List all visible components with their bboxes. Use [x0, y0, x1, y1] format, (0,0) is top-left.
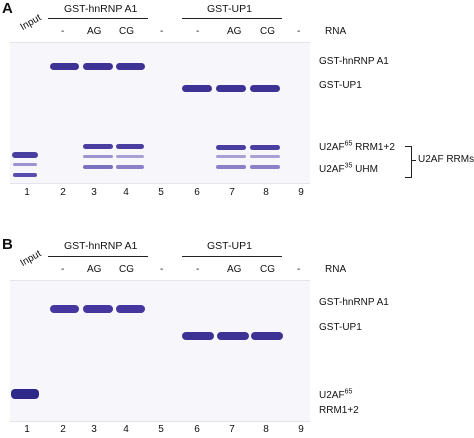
panel-a-cond-6: -: [196, 26, 200, 37]
panel-a-group2-label: GST-UP1: [207, 3, 252, 15]
panel-a-cond-2: -: [61, 26, 65, 37]
panel-b-cond-4: CG: [119, 264, 134, 275]
panel-a-cond-7: AG: [227, 26, 242, 37]
band-uhm-lane7: [216, 165, 246, 169]
panel-b-cond-9: -: [297, 264, 301, 275]
band-input-mid: [13, 163, 37, 166]
panel-b-group1-label: GST-hnRNP A1: [64, 240, 138, 252]
band-rrm12-lane4: [116, 144, 144, 149]
panel-a-lane-1: 1: [24, 187, 30, 198]
panel-b-label-rrm-line2: RRM1+2: [319, 405, 359, 416]
band-uhm-lane8: [250, 165, 280, 169]
band-b-hnrnp-lane4: [116, 305, 145, 313]
panel-b-rna-label: RNA: [325, 264, 347, 275]
panel-a-label-hnrnp: GST-hnRNP A1: [319, 56, 389, 67]
band-mid-lane7: [216, 155, 246, 158]
panel-b-lane-6: 6: [194, 424, 200, 435]
panel-b-input-label: Input: [18, 248, 44, 269]
panel-b-lane-3: 3: [91, 424, 97, 435]
band-b-up1-lane7: [217, 332, 249, 340]
panel-a-group2-rule: [182, 18, 282, 19]
band-rrm12-lane3: [83, 144, 113, 149]
panel-a-cond-4: CG: [119, 26, 134, 37]
band-mid-lane4: [116, 155, 144, 158]
panel-b-cond-6: -: [196, 264, 200, 275]
panel-b-group2-rule: [182, 256, 282, 257]
panel-b-cond-8: CG: [260, 264, 275, 275]
panel-a-group1-rule: [48, 18, 148, 19]
panel-b-label-rrm: U2AF65: [319, 388, 353, 401]
band-rrm12-lane7: [216, 145, 246, 150]
panel-a-lane-8: 8: [263, 187, 269, 198]
panel-b-label-hnrnp: GST-hnRNP A1: [319, 297, 389, 308]
panel-a-cond-9: -: [297, 26, 301, 37]
panel-a-letter: A: [2, 0, 13, 17]
band-input-uhm: [13, 173, 37, 177]
panel-a-cond-5: -: [160, 26, 164, 37]
panel-a-bracket-label: U2AF RRMs: [418, 154, 474, 165]
band-up1-lane8: [250, 85, 280, 92]
panel-b-lane-1: 1: [24, 424, 30, 435]
band-hnrnp-lane4: [116, 63, 145, 70]
panel-b-lane-4: 4: [123, 424, 129, 435]
panel-b-lane-9: 9: [298, 424, 304, 435]
panel-b-label-up1: GST-UP1: [319, 322, 362, 333]
band-b-hnrnp-lane3: [83, 305, 113, 313]
panel-b-lane-2: 2: [60, 424, 66, 435]
band-b-hnrnp-lane2: [50, 305, 79, 313]
panel-b-cond-7: AG: [227, 264, 242, 275]
panel-a-lane-2: 2: [60, 187, 66, 198]
panel-a-label-uhm: U2AF35 UHM: [319, 162, 378, 175]
panel-b-group2-label: GST-UP1: [207, 240, 252, 252]
panel-a-gel: [10, 42, 310, 184]
band-uhm-lane3: [83, 165, 113, 169]
band-b-up1-lane6: [182, 332, 214, 340]
panel-a-lane-9: 9: [298, 187, 304, 198]
panel-a-label-rrm12: U2AF65 RRM1+2: [319, 140, 395, 153]
band-input-rrm12: [12, 152, 38, 158]
panel-a-lane-3: 3: [91, 187, 97, 198]
panel-a-cond-3: AG: [87, 26, 102, 37]
panel-a-lane-6: 6: [194, 187, 200, 198]
band-up1-lane7: [216, 85, 246, 92]
panel-a-rna-label: RNA: [325, 26, 347, 37]
panel-b-gel: [10, 280, 310, 422]
panel-a-lane-7: 7: [229, 187, 235, 198]
panel-a-lane-5: 5: [158, 187, 164, 198]
panel-a-bracket: [405, 146, 412, 178]
panel-b-lane-5: 5: [158, 424, 164, 435]
panel-a-label-up1: GST-UP1: [319, 80, 362, 91]
panel-b-cond-2: -: [61, 264, 65, 275]
panel-a-lane-4: 4: [123, 187, 129, 198]
band-mid-lane3: [83, 155, 113, 158]
panel-a-bracket-tick: [411, 160, 416, 161]
panel-b-letter: B: [2, 236, 13, 253]
panel-b-cond-5: -: [160, 264, 164, 275]
panel-a-cond-8: CG: [260, 26, 275, 37]
band-uhm-lane4: [116, 165, 144, 169]
panel-a-input-label: Input: [18, 12, 44, 33]
band-up1-lane6: [182, 85, 212, 92]
panel-a-group1-label: GST-hnRNP A1: [64, 3, 138, 15]
panel-b-lane-8: 8: [263, 424, 269, 435]
panel-b-group1-rule: [48, 256, 148, 257]
band-hnrnp-lane3: [83, 63, 113, 70]
band-mid-lane8: [250, 155, 280, 158]
band-b-input-rrm12: [11, 389, 39, 399]
panel-b-cond-3: AG: [87, 264, 102, 275]
panel-b-lane-7: 7: [229, 424, 235, 435]
band-rrm12-lane8: [250, 145, 280, 150]
band-hnrnp-lane2: [50, 63, 79, 70]
band-b-up1-lane8: [251, 332, 283, 340]
